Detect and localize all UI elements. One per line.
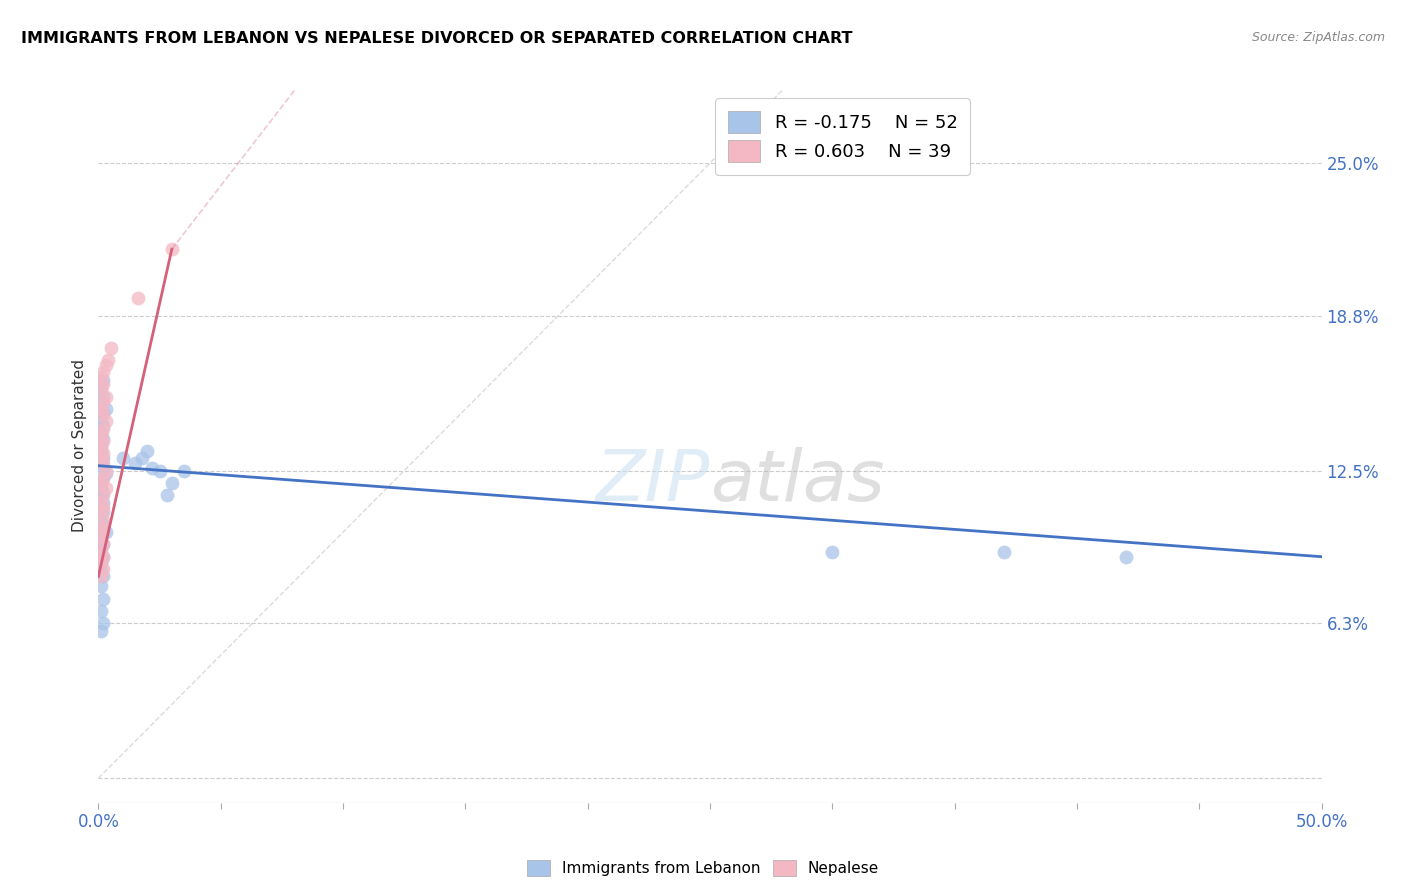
- Point: [91, 407, 114, 421]
- Point: [90, 542, 112, 557]
- Point: [90, 394, 112, 409]
- Point: [90, 475, 112, 490]
- Point: [91, 562, 114, 576]
- Point: [127, 291, 149, 305]
- Point: [90, 426, 112, 441]
- Point: [91, 591, 114, 606]
- Point: [91, 373, 114, 387]
- Point: [100, 341, 122, 355]
- Point: [136, 444, 159, 458]
- Point: [94, 402, 117, 417]
- Point: [90, 383, 112, 397]
- Point: [90, 555, 112, 569]
- Point: [90, 520, 112, 534]
- Legend: Immigrants from Lebanon, Nepalese: Immigrants from Lebanon, Nepalese: [520, 855, 886, 882]
- Point: [91, 616, 114, 631]
- Point: [91, 419, 114, 434]
- Text: atlas: atlas: [710, 447, 884, 516]
- Point: [124, 456, 146, 470]
- Point: [91, 505, 114, 519]
- Point: [94, 390, 117, 404]
- Point: [90, 579, 112, 593]
- Point: [94, 358, 117, 372]
- Point: [173, 464, 195, 478]
- Point: [91, 471, 114, 485]
- Point: [90, 439, 112, 453]
- Point: [91, 394, 114, 409]
- Point: [90, 456, 112, 470]
- Point: [91, 525, 114, 540]
- Point: [91, 446, 114, 460]
- Point: [993, 545, 1015, 559]
- Point: [131, 451, 153, 466]
- Point: [91, 517, 114, 532]
- Point: [90, 624, 112, 638]
- Point: [94, 525, 117, 540]
- Point: [90, 555, 112, 569]
- Point: [90, 481, 112, 495]
- Point: [90, 377, 112, 392]
- Point: [90, 426, 112, 441]
- Point: [90, 451, 112, 466]
- Point: [90, 475, 112, 490]
- Text: ZIP: ZIP: [596, 447, 710, 516]
- Point: [91, 377, 114, 392]
- Point: [90, 495, 112, 509]
- Point: [91, 537, 114, 551]
- Point: [90, 414, 112, 428]
- Point: [91, 471, 114, 485]
- Point: [91, 365, 114, 379]
- Point: [90, 383, 112, 397]
- Point: [149, 464, 172, 478]
- Point: [91, 432, 114, 446]
- Point: [94, 414, 117, 428]
- Y-axis label: Divorced or Separated: Divorced or Separated: [72, 359, 87, 533]
- Point: [91, 500, 114, 515]
- Point: [156, 488, 179, 502]
- Point: [160, 475, 183, 490]
- Point: [91, 456, 114, 470]
- Point: [94, 464, 117, 478]
- Point: [111, 451, 134, 466]
- Point: [90, 530, 112, 544]
- Point: [91, 422, 114, 436]
- Point: [91, 461, 114, 475]
- Point: [91, 549, 114, 564]
- Point: [90, 439, 112, 453]
- Point: [90, 444, 112, 458]
- Point: [91, 485, 114, 500]
- Point: [90, 491, 112, 505]
- Point: [97, 352, 120, 367]
- Point: [90, 604, 112, 618]
- Point: [91, 390, 114, 404]
- Point: [91, 549, 114, 564]
- Point: [821, 545, 844, 559]
- Point: [90, 402, 112, 417]
- Point: [94, 466, 117, 480]
- Point: [91, 434, 114, 448]
- Point: [90, 370, 112, 384]
- Point: [90, 513, 112, 527]
- Point: [1115, 549, 1137, 564]
- Point: [91, 537, 114, 551]
- Text: IMMIGRANTS FROM LEBANON VS NEPALESE DIVORCED OR SEPARATED CORRELATION CHART: IMMIGRANTS FROM LEBANON VS NEPALESE DIVO…: [21, 31, 852, 46]
- Point: [141, 461, 163, 475]
- Point: [91, 488, 114, 502]
- Point: [91, 569, 114, 583]
- Point: [91, 451, 114, 466]
- Legend: R = -0.175    N = 52, R = 0.603    N = 39: R = -0.175 N = 52, R = 0.603 N = 39: [716, 98, 970, 175]
- Point: [90, 500, 112, 515]
- Point: [90, 562, 112, 576]
- Point: [90, 545, 112, 559]
- Point: [90, 505, 112, 519]
- Point: [90, 530, 112, 544]
- Point: [91, 495, 114, 509]
- Point: [90, 569, 112, 583]
- Point: [160, 242, 183, 256]
- Text: Source: ZipAtlas.com: Source: ZipAtlas.com: [1251, 31, 1385, 45]
- Point: [91, 407, 114, 421]
- Point: [94, 481, 117, 495]
- Point: [91, 513, 114, 527]
